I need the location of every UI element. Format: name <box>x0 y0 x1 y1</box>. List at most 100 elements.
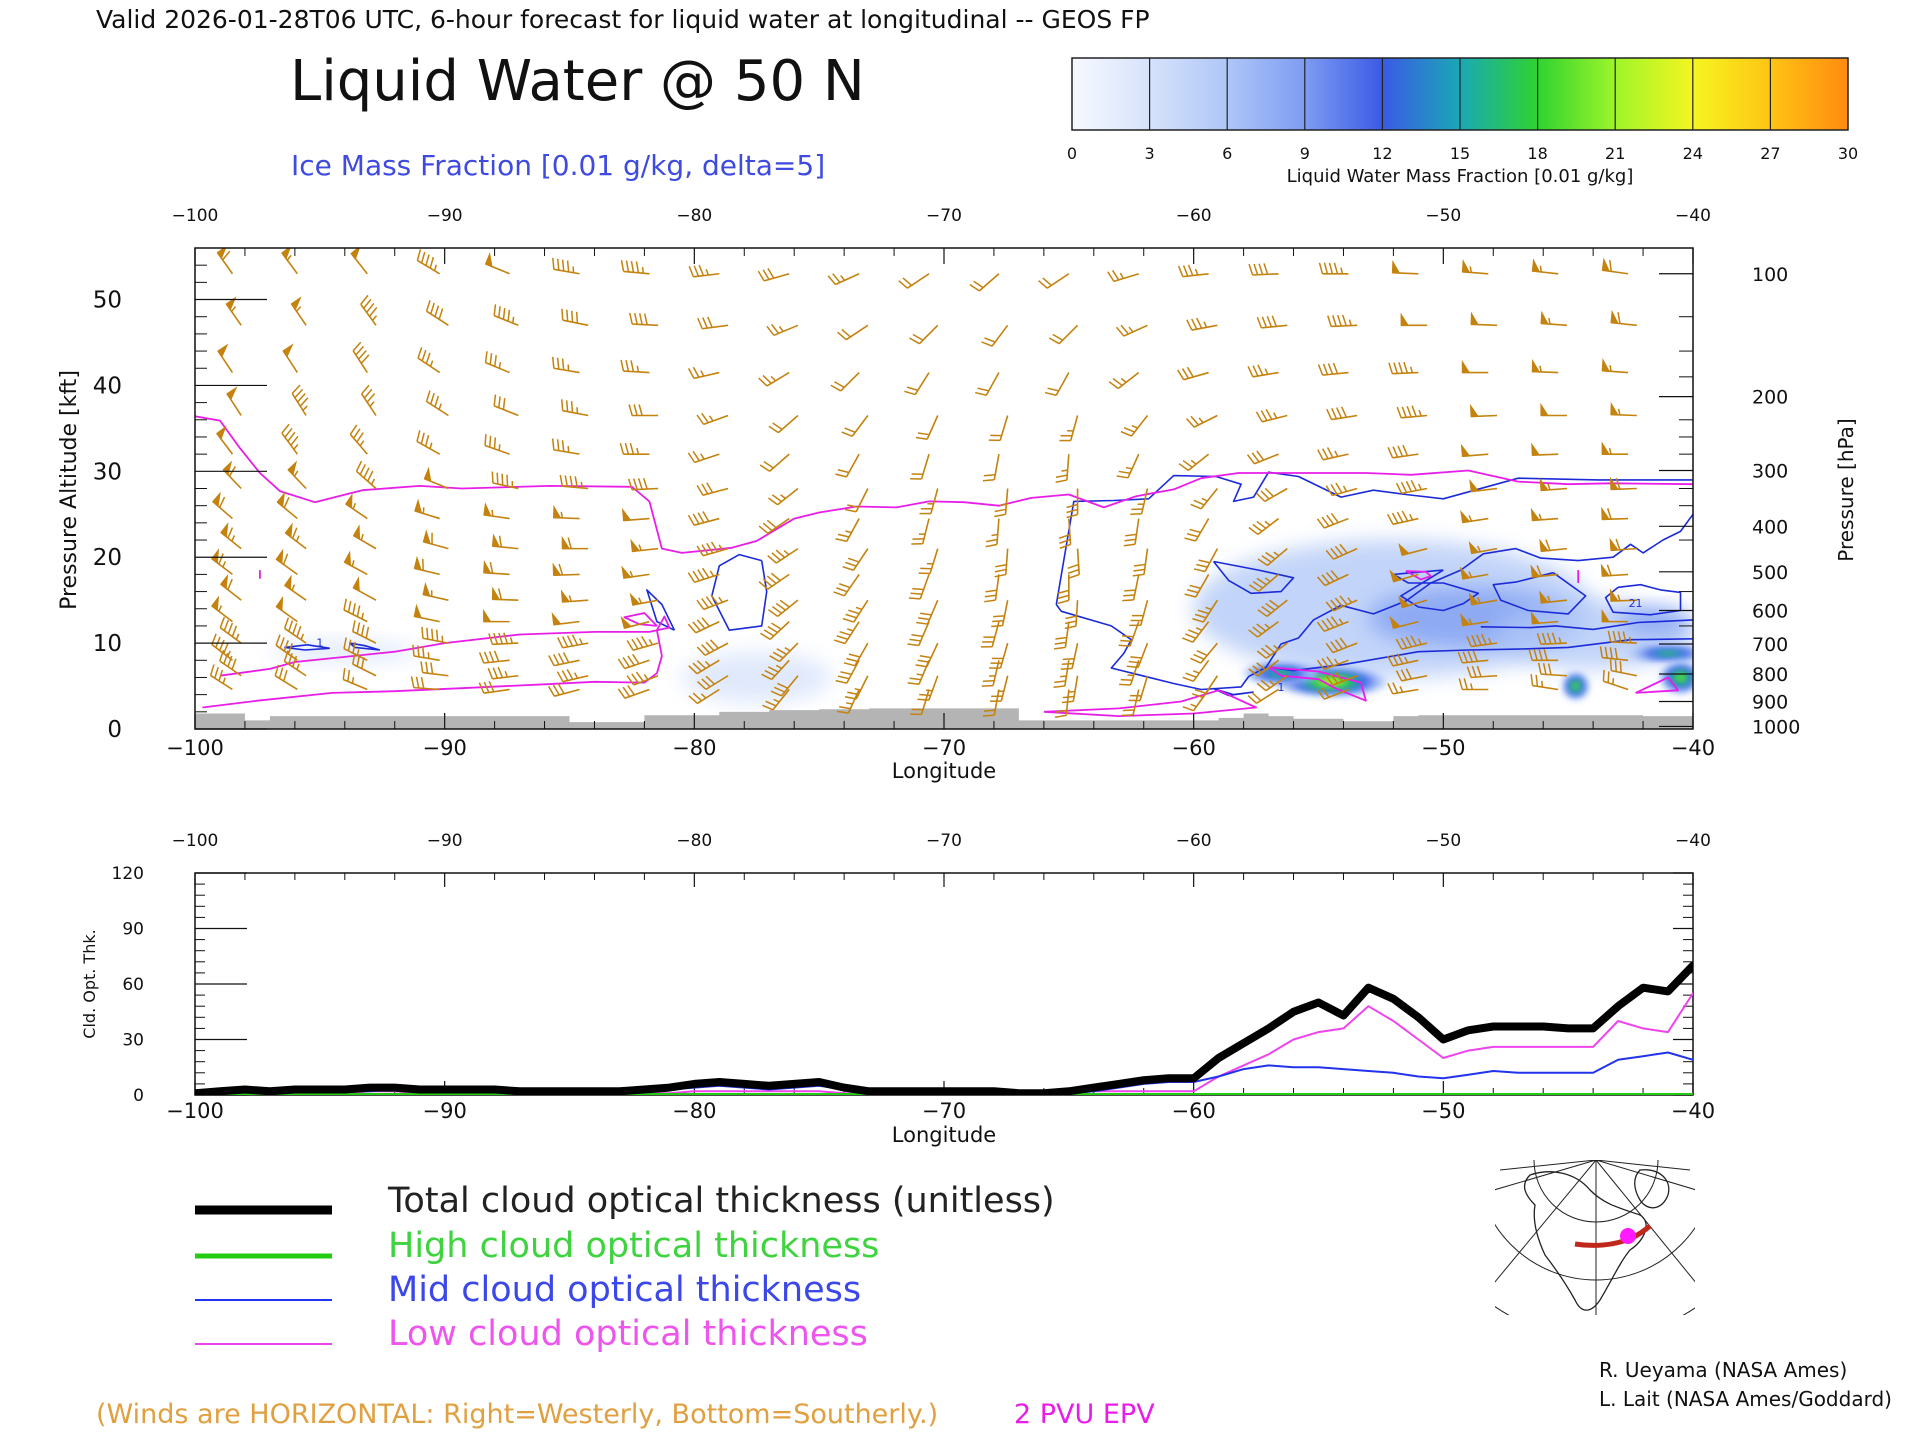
wind-barb <box>1177 366 1209 381</box>
wind-barb <box>1326 406 1358 421</box>
wind-barb <box>1120 414 1149 437</box>
wind-barb <box>220 522 242 550</box>
contour-label: 21 <box>1629 597 1643 610</box>
wind-barb <box>907 621 930 647</box>
wind-barb <box>559 474 589 490</box>
wind-barb <box>687 617 720 634</box>
wind-barb <box>212 491 233 520</box>
wind-barb <box>421 626 449 644</box>
wind-barb <box>226 386 242 416</box>
wind-barb <box>491 533 519 550</box>
bottom-y-tick-label: 60 <box>122 975 144 995</box>
colorbar-tick-label: 9 <box>1300 144 1310 163</box>
wind-barb <box>1327 314 1358 328</box>
wind-barb <box>1607 630 1637 644</box>
wind-barb <box>630 538 659 553</box>
wind-barb <box>425 390 449 417</box>
wind-barb <box>1398 543 1428 556</box>
wind-barb <box>561 308 589 327</box>
wind-barb <box>1609 537 1637 552</box>
wind-barb <box>1395 479 1428 495</box>
pressure-tick-label: 100 <box>1752 264 1788 286</box>
wind-barb <box>842 599 869 623</box>
optical-thickness-panel: −100 −100 −90 −90 −80 −80 −70 −70 −60 −60 −50 −50 −4… <box>80 831 1715 1147</box>
colorbar-label: Liquid Water Mass Fraction [0.01 g/kg] <box>1287 166 1634 187</box>
wind-barb <box>767 487 799 506</box>
wind-barb <box>342 668 368 691</box>
winds-note: (Winds are HORIZONTAL: Right=Westerly, B… <box>96 1399 938 1430</box>
wind-barb <box>275 548 298 576</box>
x-tick-label: −60 <box>1172 736 1216 760</box>
wind-barb <box>836 689 860 714</box>
pressure-tick-label: 700 <box>1752 634 1788 656</box>
wind-barb <box>209 664 233 691</box>
wind-barb <box>422 529 449 550</box>
wind-barb <box>696 541 729 557</box>
x-tick-label-top: −80 <box>676 206 712 226</box>
wind-barb <box>1461 259 1489 275</box>
epv-contour <box>195 415 1693 554</box>
wind-barb <box>904 372 930 396</box>
wind-barb <box>1053 621 1070 650</box>
wind-barb <box>345 493 368 520</box>
wind-barb <box>1599 646 1629 662</box>
wind-barb <box>1530 610 1559 625</box>
wind-barb <box>1540 402 1567 417</box>
wind-barb <box>1130 488 1149 516</box>
ice-contour <box>1492 571 1587 615</box>
wind-barb <box>560 589 589 603</box>
wind-barb <box>217 343 234 373</box>
wind-barb <box>1177 264 1209 278</box>
wind-barb <box>219 616 242 644</box>
legend-label-high: High cloud optical thickness <box>388 1226 879 1266</box>
y-tick-label: 10 <box>93 631 122 657</box>
wind-barb <box>697 675 729 691</box>
contour-labels: 1 1 21 <box>316 597 1642 694</box>
wind-barb <box>1057 574 1070 605</box>
wind-barb <box>1396 405 1428 419</box>
wind-barb <box>1038 273 1070 289</box>
wind-barb <box>1539 477 1567 492</box>
wind-barb <box>1316 687 1349 700</box>
wind-barb <box>1325 543 1358 560</box>
wind-barb <box>1601 257 1629 275</box>
wind-barb <box>360 384 377 416</box>
greenland-outline <box>1634 1169 1670 1209</box>
wind-barb <box>352 341 370 373</box>
wind-barb <box>1386 510 1419 526</box>
wind-barb <box>1184 573 1210 598</box>
pressure-tick-label: 200 <box>1752 387 1788 409</box>
wind-barb <box>1121 689 1140 717</box>
wind-barb <box>557 634 589 649</box>
wind-barb <box>1317 447 1349 461</box>
wind-barb <box>760 621 790 640</box>
chart-title: Liquid Water @ 50 N <box>290 49 865 114</box>
x-tick-label-top: −70 <box>926 206 962 226</box>
wind-barb <box>758 517 790 535</box>
colorbar-tick-label: 6 <box>1222 144 1232 163</box>
wind-barb <box>762 688 790 711</box>
wind-barb <box>626 671 659 686</box>
wind-barb <box>1059 415 1079 442</box>
wind-barb <box>975 372 1000 397</box>
wind-barb <box>841 415 869 437</box>
wind-barb <box>551 356 580 374</box>
pressure-tick-label: 900 <box>1752 692 1788 714</box>
wind-barb <box>980 621 1000 648</box>
ice-contour <box>1268 638 1693 672</box>
ice-fraction-patch <box>681 651 832 704</box>
cross-section-axes: −100 −100 −90 −90 −80 −80 −70 −70 −60 −60 −50 −50 −4… <box>93 206 1801 760</box>
wind-barb <box>687 567 720 584</box>
bottom-x-tick-label: −80 <box>672 1099 716 1123</box>
wind-barb <box>1609 476 1637 491</box>
wind-barb <box>687 366 720 380</box>
wind-barb <box>844 488 869 513</box>
wind-barb <box>552 504 580 520</box>
wind-barb <box>1248 620 1280 638</box>
wind-barb <box>1118 621 1140 647</box>
pressure-tick-label: 400 <box>1752 516 1788 538</box>
bottom-x-tick-label: −40 <box>1671 1099 1715 1123</box>
wind-barb <box>1460 613 1489 627</box>
wind-barb <box>1610 401 1637 417</box>
wind-barb <box>1053 660 1070 689</box>
